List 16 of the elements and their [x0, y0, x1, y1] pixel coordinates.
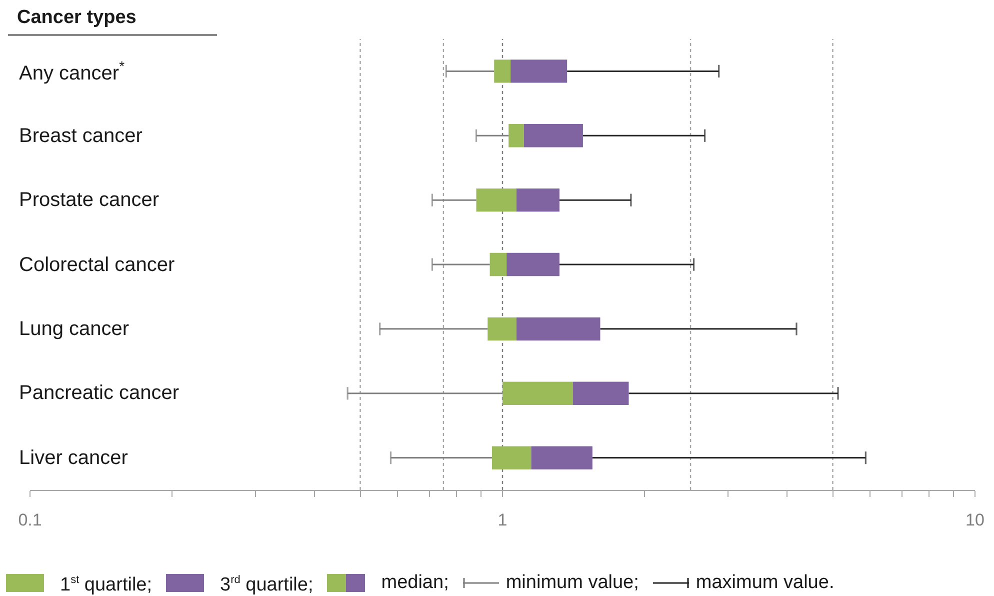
- y-tick-label: Liver cancer: [19, 447, 128, 469]
- text: median;: [381, 572, 449, 594]
- x-tick-label: 0.1: [18, 510, 42, 530]
- x-tick-label: 10: [966, 510, 984, 530]
- y-axis-title: Cancer types: [17, 7, 136, 29]
- y-tick-label: Breast cancer: [19, 125, 143, 147]
- text: 1$^{st}$ quartile;: [60, 573, 152, 596]
- text: 3$^{rd}$ quartile;: [220, 573, 314, 596]
- y-tick-label: Colorectal cancer: [19, 254, 175, 276]
- y-tick-label: Any cancer$^{*}$: [19, 58, 126, 84]
- y-tick-label: Pancreatic cancer: [19, 382, 180, 404]
- text: minimum value;: [506, 572, 639, 594]
- y-tick-label: Lung cancer: [19, 318, 130, 340]
- x-tick-label: 1: [498, 510, 508, 530]
- text: maximum value.: [696, 572, 834, 594]
- y-tick-label: Prostate cancer: [19, 189, 160, 211]
